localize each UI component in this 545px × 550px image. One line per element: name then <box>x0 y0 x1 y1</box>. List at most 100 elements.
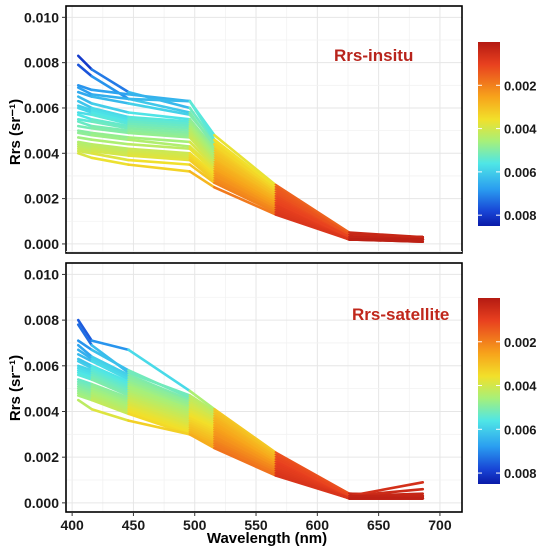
spectrum-segment <box>127 111 192 121</box>
spectrum-segment <box>90 378 130 397</box>
spectrum-segment <box>90 348 130 372</box>
spectrum-segment <box>188 401 216 418</box>
spectrum-segment <box>188 118 216 151</box>
spectrum-line <box>76 104 425 239</box>
spectrum-segment <box>188 158 216 182</box>
spectrum-segment <box>213 419 277 461</box>
spectrum-segment <box>188 417 216 432</box>
spectrum-segment <box>274 458 351 498</box>
spectrum-segment <box>188 398 216 416</box>
spectrum-segment <box>188 163 216 185</box>
spectrum-segment <box>76 373 94 381</box>
spectrum-segment <box>213 437 277 470</box>
spectrum-segment <box>127 120 192 128</box>
spectrum-segment <box>274 201 351 239</box>
spectrum-segment <box>90 366 130 386</box>
x-tick-label: 400 <box>60 517 84 533</box>
spectrum-segment <box>76 371 94 379</box>
spectrum-segment <box>188 133 216 164</box>
panel-satellite-grid <box>66 251 462 512</box>
spectrum-segment <box>188 145 216 171</box>
spectrum-segment <box>188 136 216 166</box>
spectrum-segment <box>213 446 277 477</box>
spectrum-segment <box>188 412 216 427</box>
panel-satellite-y-axis-label: Rrs (sr⁻¹) <box>7 355 24 421</box>
panel-insitu-colorbar-ticks: 0.002 0.004 0.006 0.008 <box>478 78 537 223</box>
spectrum-segment <box>188 426 216 441</box>
spectrum-segment <box>188 430 216 445</box>
spectrum-segment <box>90 398 130 416</box>
spectrum-segment <box>76 129 94 135</box>
spectrum-segment <box>127 129 192 137</box>
spectrum-segment <box>188 421 216 436</box>
spectrum-segment <box>213 138 277 189</box>
spectrum-segment <box>76 131 94 137</box>
spectrum-segment <box>127 102 192 117</box>
spectrum-segment <box>90 394 130 411</box>
colorbar-tick-label: 0.008 <box>504 208 537 223</box>
spectrum-segment <box>90 391 130 409</box>
panel-insitu-y-ticks: 0.000 0.002 0.004 0.006 0.008 0.010 <box>24 9 66 252</box>
spectrum-segment <box>213 133 277 187</box>
spectrum-segment <box>127 158 192 166</box>
spectrum-segment <box>90 113 130 126</box>
spectrum-segment <box>90 120 130 130</box>
spectrum-segment <box>76 394 94 402</box>
spectrum-segment <box>127 97 192 103</box>
spectrum-segment <box>213 156 277 198</box>
spectrum-segment <box>90 127 130 135</box>
spectrum-segment <box>274 213 351 241</box>
spectrum-segment <box>76 142 94 148</box>
spectrum-segment <box>274 183 351 234</box>
colorbar-tick-label: 0.002 <box>504 78 537 93</box>
spectrum-segment <box>127 118 192 126</box>
spectrum-segment <box>127 154 192 162</box>
spectrum-segment <box>76 380 94 388</box>
spectrum-segment <box>188 389 216 411</box>
spectrum-segment <box>76 359 94 370</box>
spectrum-segment <box>127 127 192 135</box>
spectrum-segment <box>76 118 94 123</box>
spectrum-segment <box>188 122 216 155</box>
spectrum-segment <box>76 140 94 146</box>
spectrum-segment <box>188 170 216 189</box>
x-axis-label: Wavelength (nm) <box>207 530 327 547</box>
spectrum-segment <box>76 382 94 390</box>
panel-insitu-frame <box>65 5 463 254</box>
spectrum-segment <box>213 179 277 212</box>
panel-insitu-series <box>76 54 425 243</box>
spectrum-segment <box>127 131 192 139</box>
spectrum-segment <box>90 102 130 114</box>
y-tick-label: 0.010 <box>24 266 59 282</box>
spectrum-segment <box>76 387 94 395</box>
spectrum-segment <box>127 149 192 157</box>
spectrum-segment <box>76 120 94 128</box>
colorbar-tick-label: 0.002 <box>504 335 537 350</box>
spectrum-segment <box>188 99 216 141</box>
spectrum-segment <box>90 396 130 413</box>
spectrum-segment <box>127 373 192 402</box>
spectrum-segment <box>188 407 216 422</box>
spectrum-segment <box>90 375 130 395</box>
spectrum-segment <box>188 124 216 157</box>
spectrum-segment <box>127 163 192 173</box>
spectrum-segment <box>127 369 192 400</box>
x-tick-label: 550 <box>244 517 268 533</box>
spectrum-segment <box>213 407 277 454</box>
y-tick-label: 0.004 <box>24 403 59 419</box>
spectrum-segment <box>127 138 192 148</box>
spectrum-segment <box>76 353 94 363</box>
spectrum-segment <box>213 163 277 203</box>
spectrum-segment <box>188 423 216 438</box>
spectrum-segment <box>188 419 216 434</box>
panel-satellite-colorbar: 0.002 0.004 0.006 0.008 <box>478 298 537 484</box>
panel-satellite-frame <box>65 262 463 513</box>
spectrum-segment <box>188 140 216 169</box>
y-tick-label: 0.006 <box>24 100 59 116</box>
spectrum-segment <box>90 147 130 155</box>
y-tick-label: 0.002 <box>24 191 59 207</box>
spectrum-segment <box>188 106 216 144</box>
spectrum-segment <box>90 68 130 94</box>
spectrum-segment <box>76 113 94 121</box>
